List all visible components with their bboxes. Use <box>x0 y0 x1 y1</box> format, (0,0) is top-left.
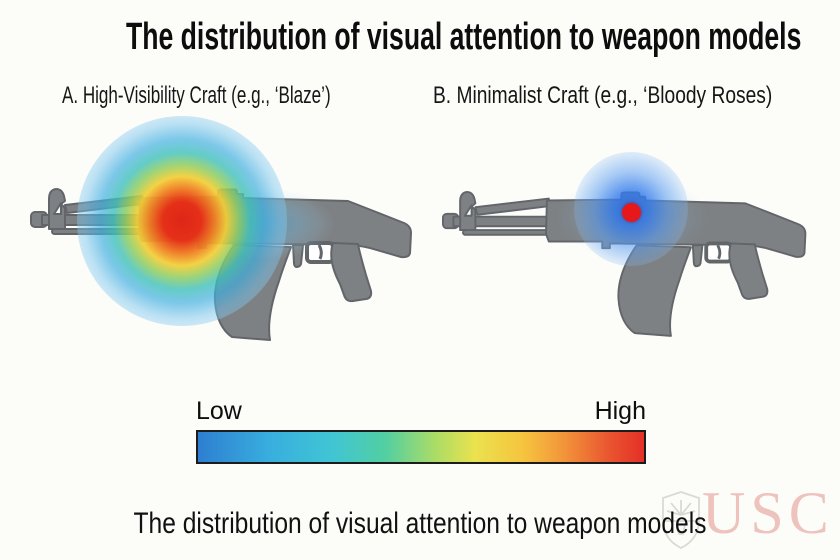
magazine <box>617 244 692 337</box>
trigger <box>716 244 722 260</box>
colorbar-labels: Low High <box>196 394 646 426</box>
panel-a-label: A. High-Visibility Craft (e.g., ‘Blaze’) <box>62 82 331 109</box>
pistol-grip <box>728 242 769 300</box>
mag-release <box>292 244 304 268</box>
colorbar-gradient <box>196 430 646 464</box>
front-sight <box>459 190 477 232</box>
usc-shield-icon <box>662 491 700 550</box>
panel-b-label: B. Minimalist Craft (e.g., ‘Bloody Roses… <box>433 82 773 109</box>
gas-tube <box>474 197 550 216</box>
figure-caption: The distribution of visual attention to … <box>133 507 707 540</box>
magazine <box>213 244 292 341</box>
colorbar-low-label: Low <box>196 397 242 425</box>
front-sight <box>48 188 66 230</box>
colorbar-high-label: High <box>594 397 646 425</box>
gas-tube <box>64 195 143 214</box>
figure-title: The distribution of visual attention to … <box>126 16 802 58</box>
mag-release <box>691 244 704 268</box>
usc-logo-text: USC <box>702 480 834 546</box>
pistol-grip <box>330 242 373 303</box>
usc-watermark: USC <box>660 480 838 554</box>
rifle-silhouette-a <box>30 188 412 341</box>
fixation-dot <box>622 203 641 222</box>
